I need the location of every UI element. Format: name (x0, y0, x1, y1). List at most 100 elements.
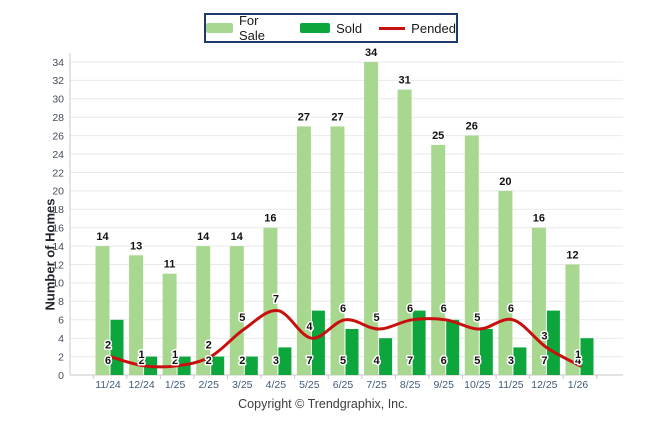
x-tick-label: 12/24 (128, 379, 154, 391)
sold-bar (211, 356, 225, 375)
sold-value-label: 4 (374, 355, 381, 367)
pended-value-label: 5 (474, 312, 480, 324)
pended-value-label: 2 (105, 340, 111, 352)
for-sale-value-label: 20 (499, 176, 511, 188)
pended-value-label: 3 (541, 330, 547, 342)
for-sale-bar (263, 227, 278, 375)
sold-value-label: 5 (340, 355, 346, 367)
sold-bar (580, 338, 594, 375)
sold-value-label: 2 (172, 355, 178, 367)
sold-value-label: 5 (474, 355, 480, 367)
for-sale-bar (162, 273, 177, 375)
x-tick-label: 1/26 (568, 379, 589, 391)
sold-bar (546, 310, 560, 375)
for-sale-bar (397, 89, 412, 375)
for-sale-bar (364, 62, 379, 375)
for-sale-bar (296, 126, 311, 376)
pended-value-label: 2 (206, 340, 212, 352)
y-tick-label: 10 (52, 278, 64, 290)
y-tick-label: 34 (52, 57, 64, 69)
pended-value-label: 6 (441, 303, 447, 315)
sold-value-label: 6 (441, 355, 447, 367)
x-tick-label: 6/25 (333, 379, 354, 391)
y-tick-label: 2 (58, 351, 64, 363)
y-tick-label: 12 (52, 259, 64, 271)
for-sale-value-label: 34 (365, 47, 378, 59)
for-sale-bar (129, 255, 144, 375)
for-sale-value-label: 27 (331, 111, 343, 123)
y-tick-label: 4 (58, 333, 64, 345)
sold-bar (278, 347, 292, 375)
for-sale-bar (196, 246, 211, 375)
sold-value-label: 7 (306, 355, 312, 367)
x-tick-label: 4/25 (266, 379, 287, 391)
for-sale-value-label: 14 (197, 231, 210, 243)
pended-value-label: 5 (374, 312, 380, 324)
pended-value-label: 6 (407, 303, 413, 315)
x-tick-label: 11/25 (498, 379, 524, 391)
for-sale-bar (565, 264, 580, 375)
for-sale-value-label: 16 (264, 213, 276, 225)
y-tick-label: 22 (52, 167, 64, 179)
sold-bar (311, 310, 325, 375)
for-sale-value-label: 12 (566, 250, 578, 262)
x-tick-label: 10/25 (464, 379, 490, 391)
x-tick-label: 7/25 (366, 379, 387, 391)
x-tick-label: 2/25 (198, 379, 219, 391)
sold-bar (379, 338, 393, 375)
pended-value-label: 1 (575, 349, 581, 361)
for-sale-value-label: 14 (231, 231, 244, 243)
y-tick-label: 14 (52, 241, 64, 253)
sold-value-label: 3 (508, 355, 514, 367)
sold-bar (446, 319, 460, 375)
for-sale-bar (498, 190, 513, 375)
x-tick-label: 12/25 (531, 379, 557, 391)
sold-value-label: 4 (575, 355, 582, 367)
for-sale-value-label: 16 (533, 213, 545, 225)
for-sale-value-label: 14 (96, 231, 109, 243)
y-tick-label: 16 (52, 223, 64, 235)
sold-value-label: 7 (541, 355, 547, 367)
pended-value-label: 1 (172, 349, 178, 361)
for-sale-bar (95, 246, 110, 375)
y-tick-label: 24 (52, 149, 64, 161)
pended-line (108, 309, 582, 369)
sold-value-label: 2 (239, 355, 245, 367)
y-tick-label: 8 (58, 296, 64, 308)
y-tick-label: 26 (52, 130, 64, 142)
y-tick-label: 28 (52, 112, 64, 124)
legend-item-sold: Sold (300, 21, 362, 36)
y-tick-label: 6 (58, 315, 64, 327)
for-sale-value-label: 26 (466, 121, 478, 133)
y-tick-label: 30 (52, 94, 64, 106)
pended-value-label: 7 (273, 294, 279, 306)
x-tick-label: 8/25 (400, 379, 421, 391)
y-tick-label: 18 (52, 204, 64, 216)
legend-item-pended: Pended (379, 21, 456, 36)
for-sale-value-label: 11 (164, 259, 176, 271)
pended-value-label: 6 (508, 303, 514, 315)
x-tick-label: 5/25 (299, 379, 320, 391)
for-sale-value-label: 13 (130, 240, 142, 252)
sold-bar (479, 329, 493, 375)
for-sale-bar (431, 144, 446, 375)
sold-value-label: 7 (407, 355, 413, 367)
for-sale-bar (229, 246, 244, 375)
pended-line-swatch-icon (379, 26, 406, 30)
for-sale-value-label: 31 (398, 75, 410, 87)
for-sale-bar (464, 135, 479, 375)
sold-bar (513, 347, 527, 375)
sold-bar (412, 310, 426, 375)
y-tick-label: 32 (52, 75, 64, 87)
legend-label-sold: Sold (336, 20, 363, 36)
for-sale-bar (531, 227, 546, 375)
y-tick-label: 20 (52, 186, 64, 198)
sold-value-label: 3 (273, 355, 279, 367)
y-axis-title: Number of Homes (42, 198, 58, 311)
legend: For Sale Sold Pended (204, 13, 458, 43)
pended-value-label: 5 (239, 312, 245, 324)
x-tick-label: 3/25 (232, 379, 253, 391)
sold-value-label: 2 (139, 355, 145, 367)
x-tick-label: 11/24 (95, 379, 121, 391)
